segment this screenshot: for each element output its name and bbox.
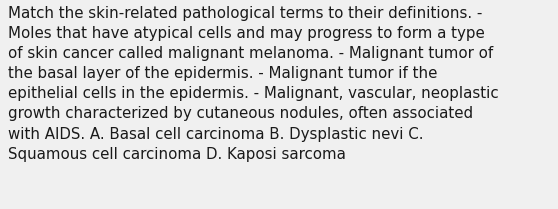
Text: Match the skin-related pathological terms to their definitions. -
Moles that hav: Match the skin-related pathological term… <box>8 6 499 162</box>
